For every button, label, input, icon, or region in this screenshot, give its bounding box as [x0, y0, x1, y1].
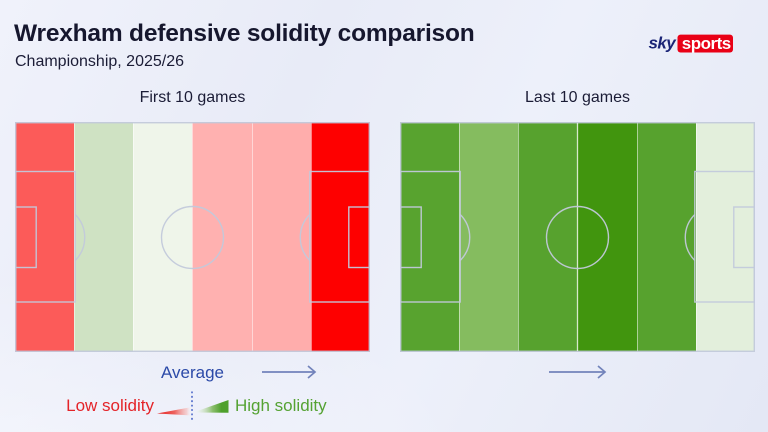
- svg-text:sky: sky: [649, 33, 678, 52]
- svg-text:sports: sports: [682, 34, 731, 53]
